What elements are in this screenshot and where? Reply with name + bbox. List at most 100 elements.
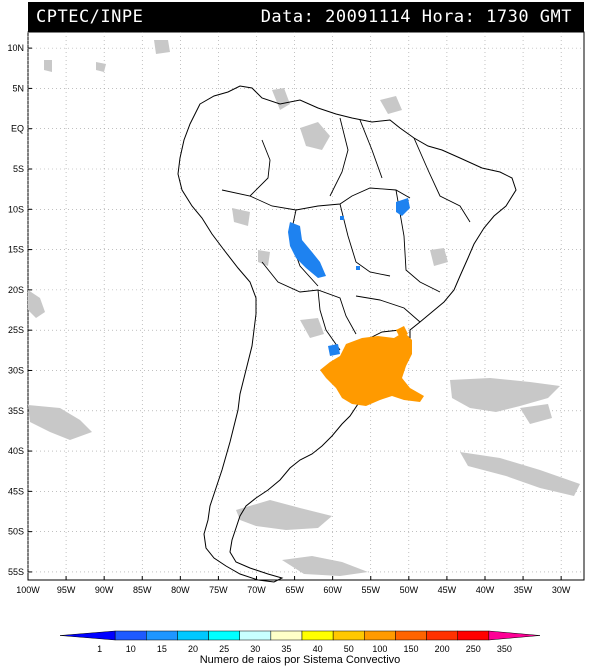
border: [329, 117, 349, 197]
border: [249, 139, 271, 197]
lat-label: 30S: [8, 365, 24, 375]
cloud-patch: [154, 40, 170, 54]
colorbar-segment: [239, 630, 272, 641]
cloud-patch: [28, 405, 92, 440]
lon-label: 50W: [400, 585, 419, 595]
cloud-patch: [520, 404, 552, 424]
colorbar-tick-label: 35: [281, 644, 291, 654]
lon-label: 70W: [247, 585, 266, 595]
lat-label: 20S: [8, 285, 24, 295]
lon-label: 90W: [95, 585, 114, 595]
cloud-patch: [282, 556, 368, 576]
cloud-patch: [236, 500, 332, 530]
colorbar-tick-label: 1: [97, 644, 102, 654]
latitude-labels: 10N 5N EQ 5S 10S 15S 20S 25S 30S 35S 40S 45S 50S 55S: [7, 43, 24, 577]
lon-label: 60W: [323, 585, 342, 595]
lat-label: 5N: [12, 83, 24, 93]
colorbar-segment: [208, 630, 240, 641]
lightning-cell: [328, 344, 340, 356]
cloud-patch: [380, 96, 402, 114]
lon-label: 100W: [16, 585, 40, 595]
cloud-patch: [430, 248, 448, 266]
lat-label: 50S: [8, 527, 24, 537]
cloud-patch: [44, 60, 52, 72]
lightning-cell: [320, 332, 424, 406]
cloud-cover: [28, 40, 580, 576]
cloud-patch: [96, 62, 106, 72]
colorbar-tick-label: 25: [219, 644, 229, 654]
longitude-labels: 100W 95W 90W 85W 80W 75W 70W 65W 60W 55W 50W 45W 40W…: [16, 585, 571, 595]
lat-label: 10S: [8, 204, 24, 214]
colorbar-segment: [364, 630, 396, 641]
colorbar-tick-label: 150: [403, 644, 418, 654]
lat-label: 10N: [7, 43, 24, 53]
lat-label: 25S: [8, 325, 24, 335]
lon-label: 65W: [285, 585, 304, 595]
lightning-cell: [396, 326, 408, 338]
lon-label: 75W: [209, 585, 228, 595]
lat-label: EQ: [11, 124, 24, 134]
lat-label: 35S: [8, 406, 24, 416]
lat-label: 5S: [13, 164, 24, 174]
colorbar-tick-label: 40: [313, 644, 323, 654]
datetime-label: Data: 20091114 Hora: 1730 GMT: [260, 7, 572, 27]
lon-label: 85W: [133, 585, 152, 595]
colorbar-tick-label: 250: [466, 644, 481, 654]
lat-label: 55S: [8, 567, 24, 577]
colorbar-segment: [59, 630, 116, 641]
lightning-low-density: [288, 198, 410, 356]
colorbar-tick-label: 20: [188, 644, 198, 654]
colorbar-tick-label: 100: [372, 644, 387, 654]
colorbar-tick-label: 10: [126, 644, 136, 654]
lon-label: 35W: [514, 585, 533, 595]
cloud-patch: [460, 452, 580, 496]
colorbar-segment: [395, 630, 427, 641]
colorbar-segment: [488, 630, 541, 641]
colorbar-tick-label: 350: [497, 644, 512, 654]
colorbar-segment: [426, 630, 458, 641]
country-borders: [221, 117, 471, 399]
colorbar-segment: [114, 630, 147, 641]
colorbar-tick-label: 50: [344, 644, 354, 654]
lat-label: 40S: [8, 446, 24, 456]
border: [317, 289, 341, 351]
colorbar-ticks: 1 10 15 20 25 30 35 40 50 100 150 200 250 350: [97, 644, 512, 654]
lon-label: 80W: [171, 585, 190, 595]
colorbar-segment: [270, 630, 303, 641]
cloud-patch: [258, 250, 270, 266]
colorbar-tick-label: 15: [157, 644, 167, 654]
lightning-high-density: [320, 326, 424, 406]
lightning-cell: [288, 222, 326, 278]
lon-label: 45W: [438, 585, 457, 595]
lat-label: 45S: [8, 486, 24, 496]
map-frame: [27, 31, 585, 581]
source-label: CPTEC/INPE: [36, 7, 144, 27]
lightning-cell: [340, 216, 344, 220]
colorbar: [59, 630, 541, 641]
colorbar-tick-label: 30: [250, 644, 260, 654]
colorbar-segment: [332, 630, 365, 641]
colorbar-segment: [457, 630, 490, 641]
south-america-coastline: [177, 85, 517, 583]
cloud-patch: [450, 378, 560, 412]
cloud-patch: [300, 122, 330, 150]
lon-label: 30W: [552, 585, 571, 595]
cloud-patch: [300, 318, 324, 338]
map-header: CPTEC/INPE Data: 20091114 Hora: 1730 GMT: [28, 2, 584, 32]
border: [339, 203, 391, 277]
cloud-patch: [28, 290, 45, 318]
lon-label: 40W: [476, 585, 495, 595]
lat-label: 15S: [8, 245, 24, 255]
colorbar-segment: [301, 630, 334, 641]
border: [221, 187, 411, 211]
lightning-cell: [356, 266, 360, 270]
colorbar-segment: [177, 630, 209, 641]
cloud-patch: [272, 88, 290, 110]
lightning-cell: [396, 198, 410, 216]
border: [355, 295, 421, 323]
colorbar-caption: Numero de raios por Sistema Convectivo: [199, 654, 401, 666]
border: [359, 119, 383, 179]
cloud-patch: [232, 208, 250, 226]
lon-label: 95W: [57, 585, 76, 595]
